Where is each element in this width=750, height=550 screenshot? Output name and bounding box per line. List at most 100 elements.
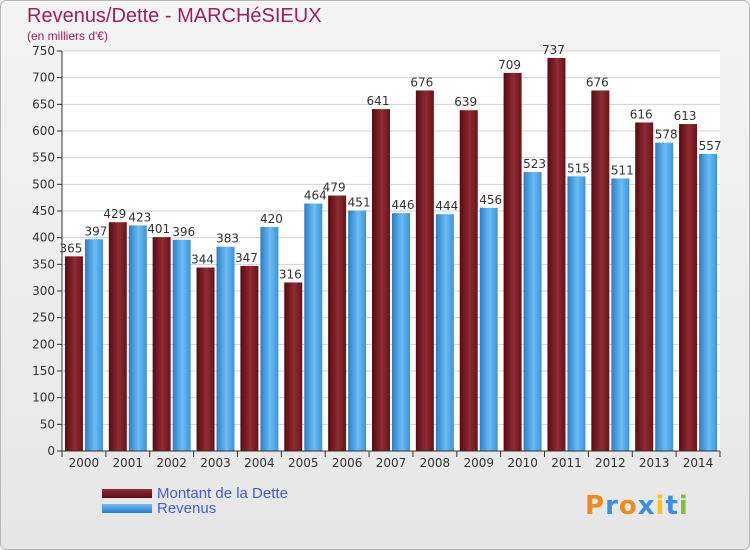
x-tick-label: 2008 [420, 456, 451, 470]
data-label-revenus: 511 [611, 163, 634, 177]
x-tick-label: 2003 [200, 456, 231, 470]
x-tick-label: 2010 [507, 456, 538, 470]
x-tick-label: 2005 [288, 456, 319, 470]
bar-revenus [172, 239, 191, 451]
bar-dette [503, 72, 522, 451]
bar-dette [679, 124, 698, 452]
logo-letter: t [665, 491, 679, 521]
bar-revenus [655, 142, 674, 451]
bar-dette [152, 237, 171, 451]
data-label-revenus: 423 [128, 210, 151, 224]
data-label-revenus: 523 [523, 157, 546, 171]
data-label-revenus: 557 [699, 139, 722, 153]
bar-revenus [84, 239, 103, 451]
x-tick-label: 2009 [463, 456, 494, 470]
bar-revenus [523, 172, 542, 452]
data-label-dette: 365 [59, 241, 82, 255]
legend-swatch-revenus [102, 504, 152, 513]
y-tick-label: 50 [40, 417, 55, 431]
y-tick-label: 250 [32, 311, 55, 325]
data-label-revenus: 396 [172, 225, 195, 239]
bar-dette [328, 195, 347, 451]
x-tick-label: 2002 [156, 456, 187, 470]
data-label-revenus: 578 [655, 128, 678, 142]
data-label-revenus: 446 [392, 198, 415, 212]
y-tick-label: 500 [32, 177, 55, 191]
data-label-dette: 641 [367, 94, 390, 108]
y-tick-label: 200 [32, 337, 55, 351]
x-tick-label: 2000 [69, 456, 100, 470]
y-tick-label: 150 [32, 364, 55, 378]
data-label-revenus: 515 [567, 161, 590, 175]
x-tick-label: 2011 [551, 456, 582, 470]
data-label-dette: 613 [674, 109, 697, 123]
bar-revenus [611, 178, 630, 451]
bar-revenus [392, 213, 410, 451]
data-label-dette: 401 [147, 222, 170, 236]
bar-revenus [304, 203, 323, 451]
bar-revenus [348, 210, 367, 451]
bar-dette [108, 222, 127, 451]
data-label-revenus: 397 [84, 224, 107, 238]
data-label-dette: 316 [279, 267, 302, 281]
bar-revenus [699, 153, 718, 451]
y-tick-label: 650 [32, 97, 55, 111]
x-tick-label: 2006 [332, 456, 363, 470]
x-tick-label: 2012 [595, 456, 626, 470]
y-tick-label: 400 [32, 231, 55, 245]
y-tick-label: 700 [32, 71, 55, 85]
data-label-revenus: 456 [479, 193, 502, 207]
grid-layer [62, 50, 720, 452]
x-tick-label: 2007 [376, 456, 407, 470]
logo-letter: x [637, 491, 656, 521]
bar-dette [240, 265, 259, 451]
legend-label-revenus: Revenus [157, 500, 217, 517]
data-label-revenus: 420 [260, 212, 283, 226]
data-label-revenus: 444 [435, 199, 458, 213]
bar-dette [196, 267, 215, 451]
data-label-dette: 676 [410, 75, 433, 89]
bar-revenus [128, 225, 147, 451]
bar-dette [635, 122, 654, 451]
y-tick-label: 100 [32, 391, 55, 405]
chart-subtitle: (en milliers d'€) [27, 29, 108, 43]
legend-label-dette: Montant de la Dette [157, 485, 288, 502]
y-tick-label: 350 [32, 257, 55, 271]
data-label-dette: 737 [542, 43, 565, 57]
logo-letter: r [605, 491, 619, 521]
proxiti-logo: Proxiti [585, 491, 689, 521]
logo-letter: o [618, 491, 638, 521]
data-label-dette: 479 [323, 181, 346, 195]
chart-title: Revenus/Dette - MARCHéSIEUX [27, 5, 322, 27]
logo-letter: P [585, 491, 606, 521]
bar-dette [372, 109, 390, 451]
bar-revenus [435, 214, 454, 451]
data-label-dette: 676 [586, 75, 609, 89]
y-tick-label: 300 [32, 284, 55, 298]
axis-layer: 0 50 100 150 200 250 300 350 400 450 500 550 600 650 7… [32, 44, 721, 470]
x-tick-label: 2014 [683, 456, 714, 470]
x-tick-label: 2001 [113, 456, 144, 470]
bar-revenus [479, 207, 498, 451]
data-label-dette: 347 [235, 251, 258, 265]
data-label-revenus: 451 [348, 195, 371, 209]
data-label-dette: 709 [498, 58, 521, 72]
y-tick-label: 600 [32, 124, 55, 138]
bar-dette [415, 90, 434, 451]
data-label-revenus: 464 [304, 189, 327, 203]
bar-dette [547, 57, 566, 451]
logo-letter: i [655, 491, 666, 521]
x-tick-label: 2013 [639, 456, 670, 470]
bar-revenus [216, 246, 235, 451]
bar-revenus [567, 176, 586, 452]
y-tick-label: 450 [32, 204, 55, 218]
bar-dette [284, 282, 303, 451]
logo-letter: i [678, 491, 689, 521]
data-label-dette: 429 [103, 207, 126, 221]
data-label-layer: 365 429 401 344 347 316 479 641 676 639 709 737 676 6… [59, 43, 721, 282]
x-tick-label: 2004 [244, 456, 275, 470]
data-label-dette: 639 [454, 95, 477, 109]
legend-swatch-dette [102, 489, 152, 498]
